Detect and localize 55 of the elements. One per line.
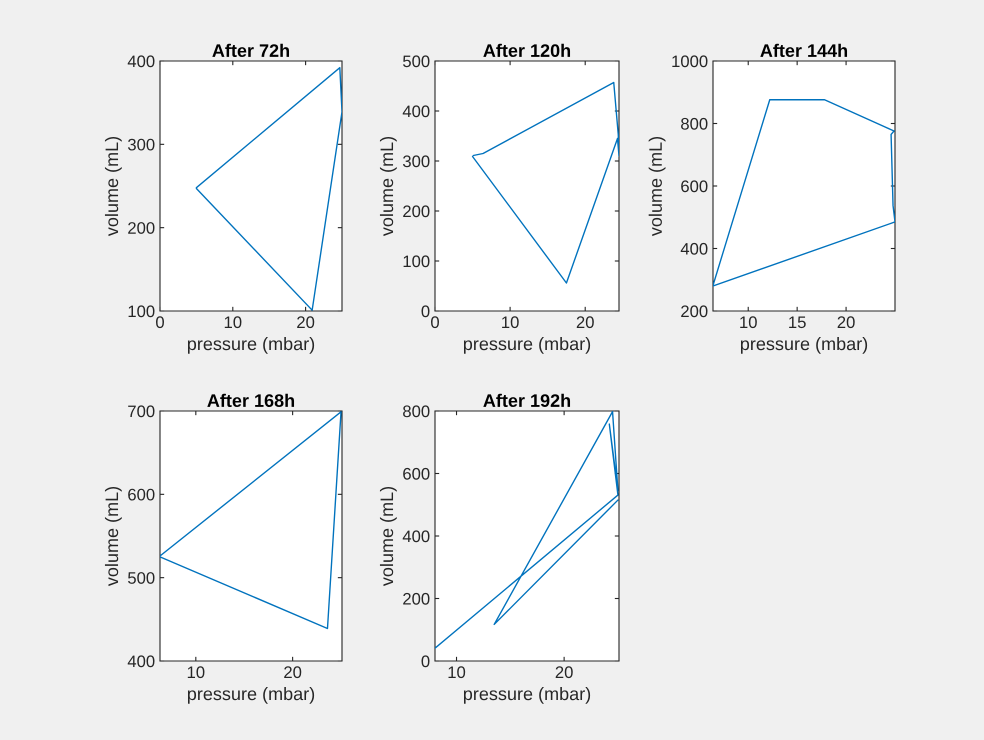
x-axis-title: pressure (mbar) <box>464 336 590 354</box>
x-tick-label: 0 <box>156 316 164 328</box>
y-tick-label: 400 <box>128 655 154 668</box>
y-tick-label: 200 <box>128 222 154 234</box>
y-tick-label: 0 <box>422 655 430 668</box>
x-tick-label: 10 <box>502 316 519 328</box>
x-tick-label: 20 <box>838 316 855 328</box>
y-axis-title: volume (mL) <box>104 136 122 236</box>
y-tick-label: 600 <box>128 488 154 501</box>
y-tick-label: 200 <box>681 305 708 318</box>
x-tick-label: 20 <box>556 666 573 678</box>
x-axis-title: pressure (mbar) <box>740 336 868 354</box>
y-axis-title: volume (mL) <box>380 486 397 586</box>
x-tick-label: 20 <box>576 316 594 328</box>
y-tick-label: 300 <box>128 138 154 151</box>
y-tick-label: 700 <box>128 405 154 418</box>
y-tick-label: 800 <box>403 405 430 418</box>
y-tick-label: 200 <box>403 592 430 605</box>
chart-title: After 144h <box>760 44 848 58</box>
y-tick-label: 300 <box>402 155 430 168</box>
chart-title: After 120h <box>483 44 570 58</box>
x-axis-title: pressure (mbar) <box>188 686 314 704</box>
line-series <box>196 66 342 311</box>
y-tick-label: 400 <box>680 242 708 255</box>
y-tick-label: 100 <box>128 305 154 318</box>
x-tick-label: 10 <box>224 316 242 328</box>
y-axis-title: volume (mL) <box>648 136 666 236</box>
x-tick-label: 15 <box>789 316 806 328</box>
y-tick-label: 0 <box>422 305 430 318</box>
y-tick-label: 400 <box>402 105 430 118</box>
chart-title: After 168h <box>207 394 294 408</box>
x-tick-label: 10 <box>188 666 204 678</box>
y-tick-label: 500 <box>403 55 430 68</box>
y-tick-label: 400 <box>128 55 154 68</box>
x-axis-title: pressure (mbar) <box>188 336 314 354</box>
chart-title: After 72h <box>212 44 290 58</box>
chart-title: After 192h <box>483 394 570 408</box>
x-tick-label: 10 <box>448 666 466 678</box>
line-series <box>713 99 895 287</box>
x-tick-label: 10 <box>740 316 757 328</box>
y-tick-label: 600 <box>403 468 430 480</box>
y-axis-title: volume (mL) <box>380 136 397 236</box>
y-tick-label: 500 <box>128 572 154 584</box>
y-tick-label: 600 <box>681 180 708 192</box>
y-tick-label: 200 <box>403 205 430 218</box>
line-series <box>472 82 619 284</box>
x-axis-title: pressure (mbar) <box>464 686 590 704</box>
x-tick-label: 20 <box>297 316 314 328</box>
y-tick-label: 800 <box>681 118 708 130</box>
y-tick-label: 400 <box>402 530 430 542</box>
y-axis-title: volume (mL) <box>104 486 122 586</box>
x-tick-label: 20 <box>284 666 302 678</box>
y-tick-label: 100 <box>404 255 430 268</box>
y-tick-label: 1000 <box>672 55 708 68</box>
x-tick-label: 0 <box>431 316 439 328</box>
